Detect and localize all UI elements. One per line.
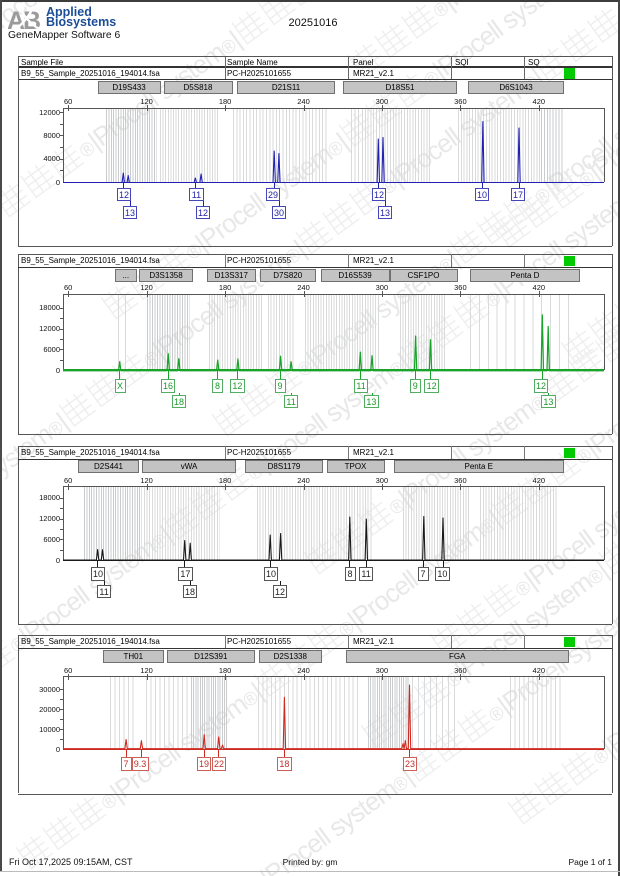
svg-text:AB: AB (8, 7, 40, 32)
